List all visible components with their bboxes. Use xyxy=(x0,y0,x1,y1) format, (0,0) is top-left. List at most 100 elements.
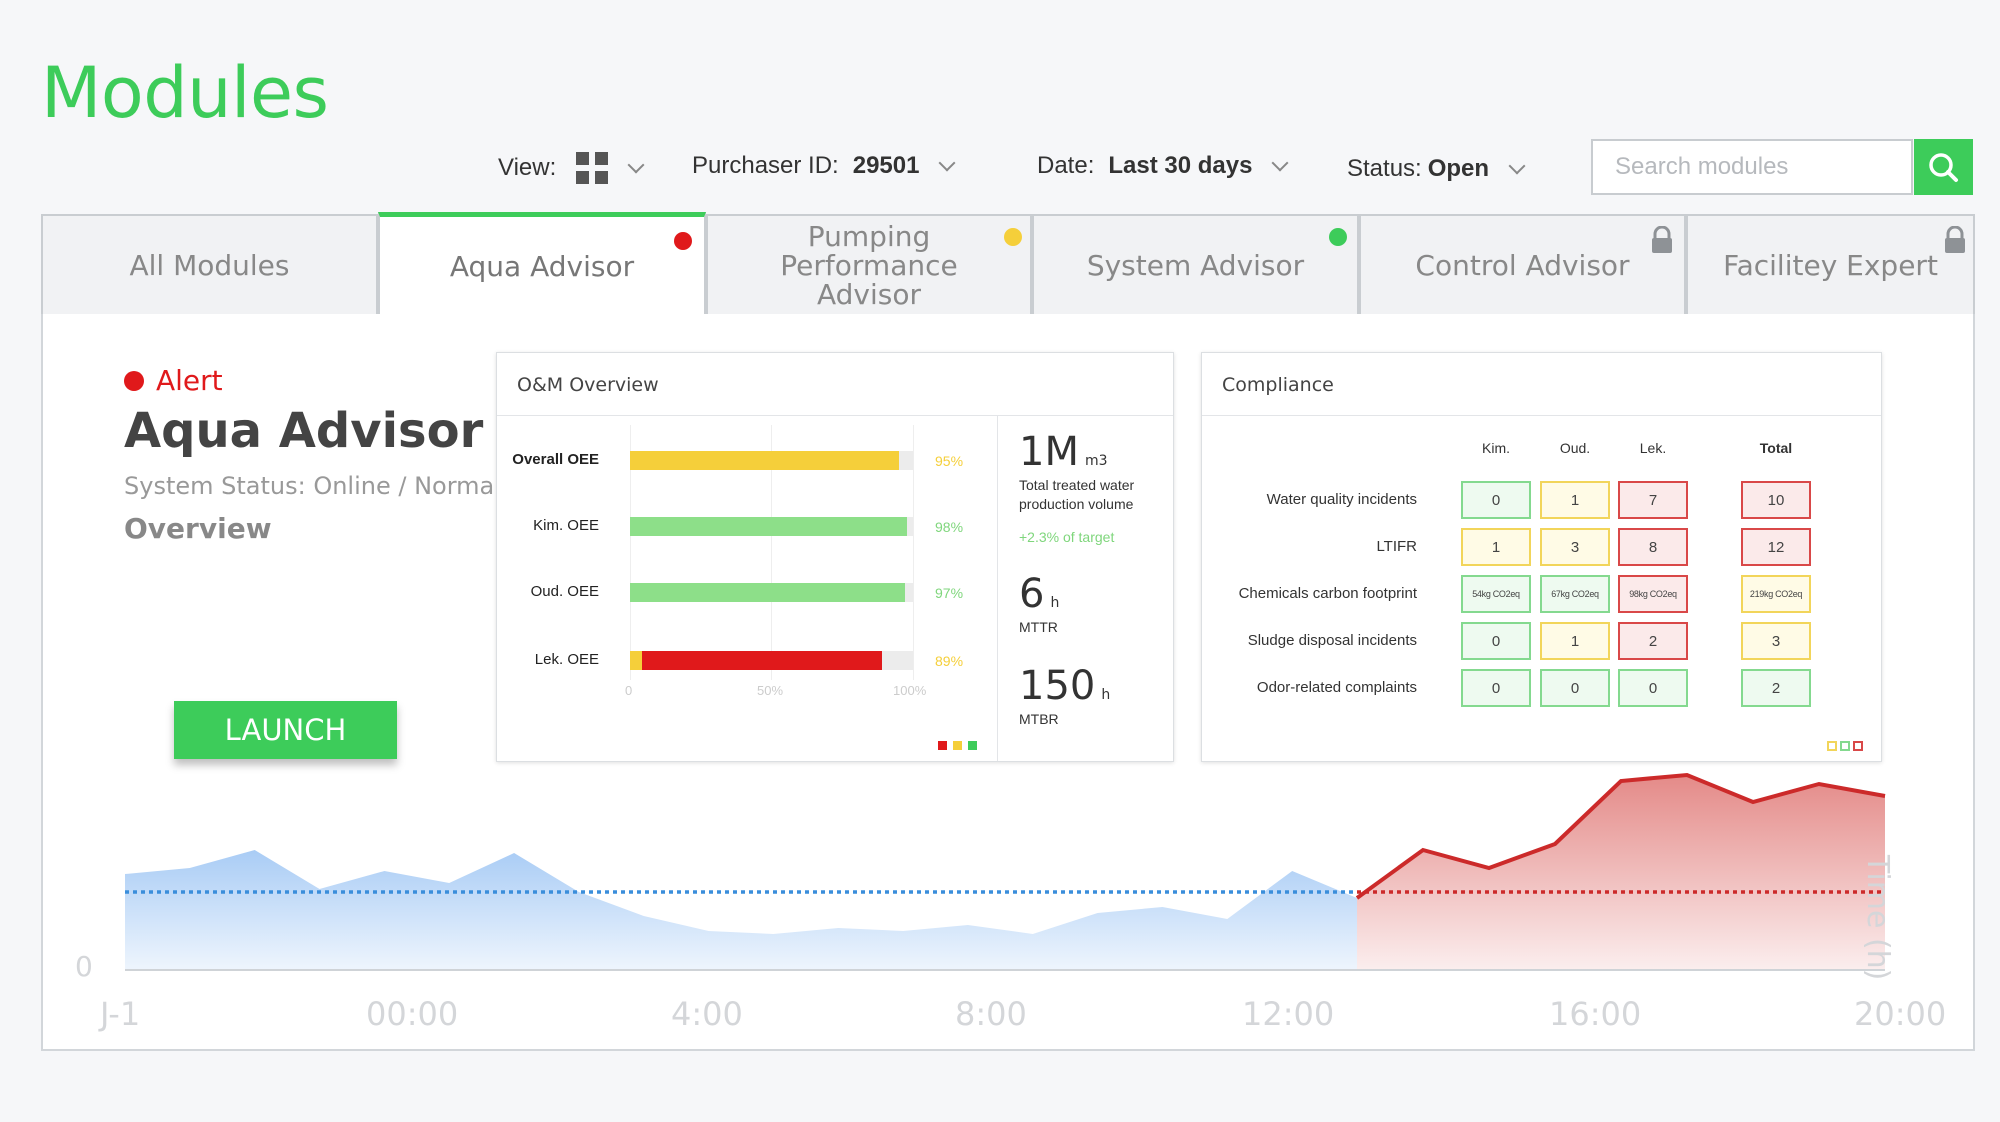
card-title: O&M Overview xyxy=(517,374,659,396)
card-title: Compliance xyxy=(1222,374,1334,396)
compliance-cell: 1 xyxy=(1540,622,1610,660)
tab-label: System Advisor xyxy=(1086,248,1305,282)
tab-label: Control Advisor xyxy=(1415,248,1630,282)
page-title: Modules xyxy=(41,52,329,134)
oee-bar-track xyxy=(630,583,913,602)
overview-label: Overview xyxy=(124,512,272,545)
kpi-mtbr: 150 h xyxy=(1019,663,1111,709)
tab-label: Facilitey Expert xyxy=(1723,248,1938,282)
search-button[interactable] xyxy=(1914,139,1973,195)
row-label: Odor-related complaints xyxy=(1256,679,1417,696)
purchaser-value: 29501 xyxy=(852,152,920,179)
legend-yellow xyxy=(953,741,962,750)
x-axis-tick: J-1 xyxy=(100,995,141,1033)
x-axis-tick: 16:00 xyxy=(1549,995,1642,1033)
compliance-cell: 0 xyxy=(1461,622,1531,660)
oee-bar-track xyxy=(630,651,913,670)
tab-control-advisor[interactable]: Control Advisor xyxy=(1359,214,1686,316)
compliance-cell: 2 xyxy=(1618,622,1688,660)
row-label: Sludge disposal incidents xyxy=(1247,632,1417,649)
oee-bar-track xyxy=(630,517,913,536)
chevron-down-icon xyxy=(1271,154,1289,172)
tab-all-modules[interactable]: All Modules xyxy=(41,214,378,316)
compliance-cell: 7 xyxy=(1618,481,1688,519)
compliance-cell: 12 xyxy=(1741,528,1811,566)
compliance-cell: 3 xyxy=(1540,528,1610,566)
x-axis-tick: 20:00 xyxy=(1854,995,1947,1033)
legend-red xyxy=(938,741,947,750)
alert-indicator: Alert xyxy=(124,364,223,397)
legend-red xyxy=(1853,741,1863,751)
module-name: Aqua Advisor xyxy=(124,403,484,459)
compliance-cell: 98kg CO2eq xyxy=(1618,575,1688,613)
grid-view-icon xyxy=(576,152,609,184)
launch-button[interactable]: LAUNCH xyxy=(174,701,397,759)
date-value: Last 30 days xyxy=(1108,152,1253,179)
alert-status-dot xyxy=(674,232,692,250)
tab-system-advisor[interactable]: System Advisor xyxy=(1032,214,1359,316)
system-status: System Status: Online / Normal xyxy=(124,472,501,500)
chevron-down-icon xyxy=(627,156,645,174)
axis-tick: 100% xyxy=(893,683,927,698)
y-axis-title: Time (h) xyxy=(1860,855,1895,981)
compliance-cell: 8 xyxy=(1618,528,1688,566)
legend-green xyxy=(968,741,977,750)
purchaser-filter[interactable]: Purchaser ID: 29501 xyxy=(692,152,956,180)
view-filter[interactable]: View: xyxy=(498,152,645,184)
legend-green xyxy=(1840,741,1850,751)
x-axis-tick: 4:00 xyxy=(671,995,743,1033)
search-box xyxy=(1591,139,1913,195)
x-axis-tick: 8:00 xyxy=(955,995,1027,1033)
date-filter[interactable]: Date: Last 30 days xyxy=(1037,152,1289,180)
kpi-mtbr-label: MTBR xyxy=(1019,711,1059,727)
oee-percent: 98% xyxy=(935,519,964,535)
ok-status-dot xyxy=(1329,228,1347,246)
warning-status-dot xyxy=(1004,228,1022,246)
om-overview-card: O&M Overview Overall OEE 95% Kim. OEE 98… xyxy=(496,352,1174,762)
compliance-cell: 54kg CO2eq xyxy=(1461,575,1531,613)
oee-percent: 89% xyxy=(935,653,964,669)
compliance-cell: 2 xyxy=(1741,669,1811,707)
axis-tick: 0 xyxy=(625,683,633,698)
search-icon xyxy=(1929,153,1958,182)
oee-percent: 97% xyxy=(935,585,964,601)
kpi-mttr-label: MTTR xyxy=(1019,619,1058,635)
lock-icon xyxy=(1652,226,1672,253)
x-axis-tick: 12:00 xyxy=(1242,995,1335,1033)
row-label: LTIFR xyxy=(1376,538,1417,555)
oee-label: Oud. OEE xyxy=(530,583,599,600)
tab-label: All Modules xyxy=(129,248,290,282)
alert-label: Alert xyxy=(156,364,223,397)
oee-bar-track xyxy=(630,451,913,470)
tab-aqua-advisor[interactable]: Aqua Advisor xyxy=(378,212,706,316)
lock-icon xyxy=(1945,226,1965,253)
tab-pumping-performance-advisor[interactable]: Pumping Performance Advisor xyxy=(706,214,1032,316)
status-filter[interactable]: Status: Open xyxy=(1347,155,1526,183)
compliance-cell: 1 xyxy=(1540,481,1610,519)
kpi-volume-desc: Total treated water production volume xyxy=(1019,477,1135,512)
chevron-down-icon xyxy=(1508,157,1526,175)
compliance-card: Compliance Kim. Oud. Lek. Total Water qu… xyxy=(1201,352,1882,762)
oee-label: Kim. OEE xyxy=(533,517,599,534)
compliance-cell: 10 xyxy=(1741,481,1811,519)
oee-percent: 95% xyxy=(935,453,964,469)
tab-facilitey-expert[interactable]: Facilitey Expert xyxy=(1686,214,1975,316)
oee-bar xyxy=(630,583,905,602)
oee-bar xyxy=(630,651,882,670)
timeline-chart xyxy=(125,772,1886,971)
search-input[interactable] xyxy=(1593,141,1913,193)
compliance-cell: 219kg CO2eq xyxy=(1741,575,1811,613)
compliance-cell: 0 xyxy=(1461,481,1531,519)
oee-bar xyxy=(630,451,899,470)
status-value: Open xyxy=(1427,155,1490,182)
legend-yellow xyxy=(1827,741,1837,751)
normal-area xyxy=(125,850,1357,970)
kpi-volume: 1M m3 xyxy=(1019,429,1108,475)
column-header: Lek. xyxy=(1639,440,1667,456)
compliance-cell: 0 xyxy=(1540,669,1610,707)
axis-tick: 50% xyxy=(757,683,784,698)
alert-area xyxy=(1357,775,1885,970)
oee-label: Overall OEE xyxy=(512,451,599,468)
x-axis-tick: 00:00 xyxy=(366,995,459,1033)
